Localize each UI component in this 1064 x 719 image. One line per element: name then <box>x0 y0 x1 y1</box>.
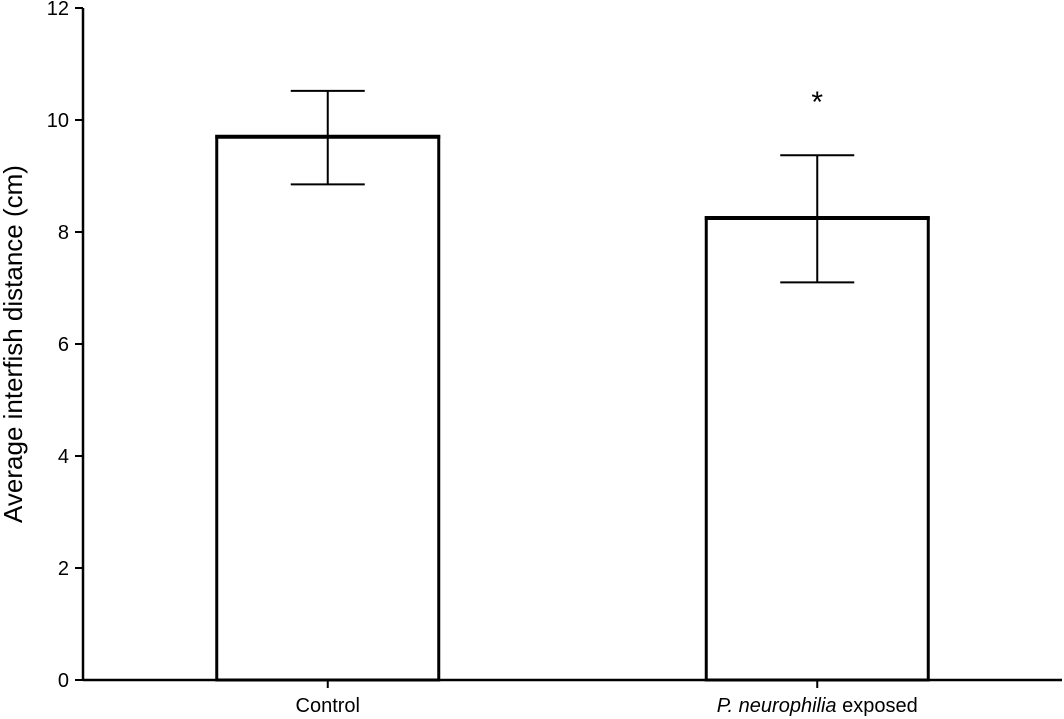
category-label-1: P. neurophilia exposed <box>717 695 918 717</box>
significance-marker-1: * <box>811 86 823 119</box>
y-tick-label-0: 0 <box>58 670 69 692</box>
category-labels: Control P. neurophilia exposed <box>296 680 918 717</box>
y-tick-label-12: 12 <box>47 0 69 20</box>
y-tick-label-2: 2 <box>58 558 69 580</box>
y-tick-label-4: 4 <box>58 446 69 468</box>
y-tick-label-8: 8 <box>58 222 69 244</box>
y-tick-label-10: 10 <box>47 110 69 132</box>
bar-0 <box>215 135 441 682</box>
y-tick-label-6: 6 <box>58 334 69 356</box>
y-axis-label: Average interfish distance (cm) <box>0 165 28 523</box>
bars: * <box>215 86 930 682</box>
category-label-0: Control <box>296 695 360 717</box>
y-axis-ticks: 0 2 4 6 8 10 12 <box>47 0 83 692</box>
bar-1 <box>704 216 930 682</box>
